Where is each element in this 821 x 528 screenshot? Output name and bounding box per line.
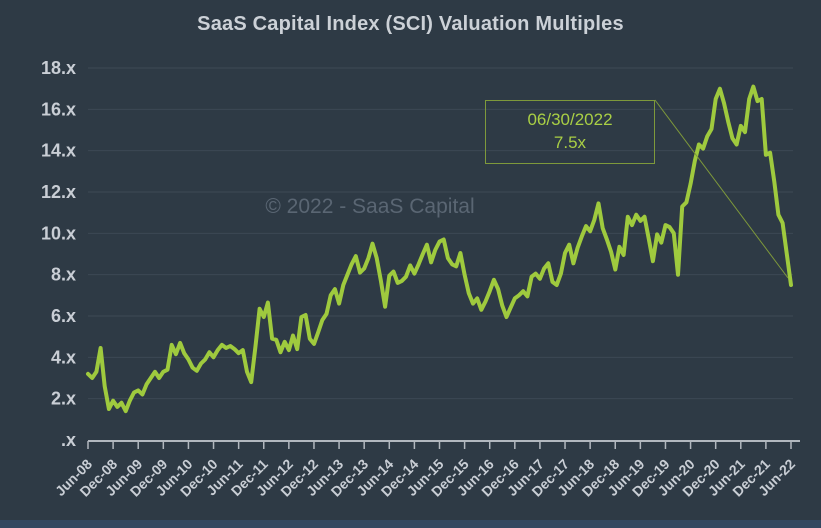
y-axis-label: 8.x [51,265,76,285]
annotation-value: 7.5x [553,133,587,152]
y-axis-label: 2.x [51,389,76,409]
y-axis-label: 10.x [41,223,76,243]
bottom-strip [0,520,821,528]
y-axis-label: 6.x [51,306,76,326]
watermark: © 2022 - SaaS Capital [265,195,475,218]
y-axis-label: 4.x [51,347,76,367]
y-axis-label: .x [61,430,76,450]
y-axis-label: 18.x [41,58,76,78]
series-line [86,84,793,414]
y-axis-label: 12.x [41,182,76,202]
chart-title: SaaS Capital Index (SCI) Valuation Multi… [197,13,624,35]
annotation-date: 06/30/2022 [527,110,613,130]
annotation-box: 06/30/2022 7.5x [485,100,655,164]
leader-line [654,99,789,279]
y-axis-label: 16.x [41,99,76,119]
y-axis-label: 14.x [41,141,76,161]
